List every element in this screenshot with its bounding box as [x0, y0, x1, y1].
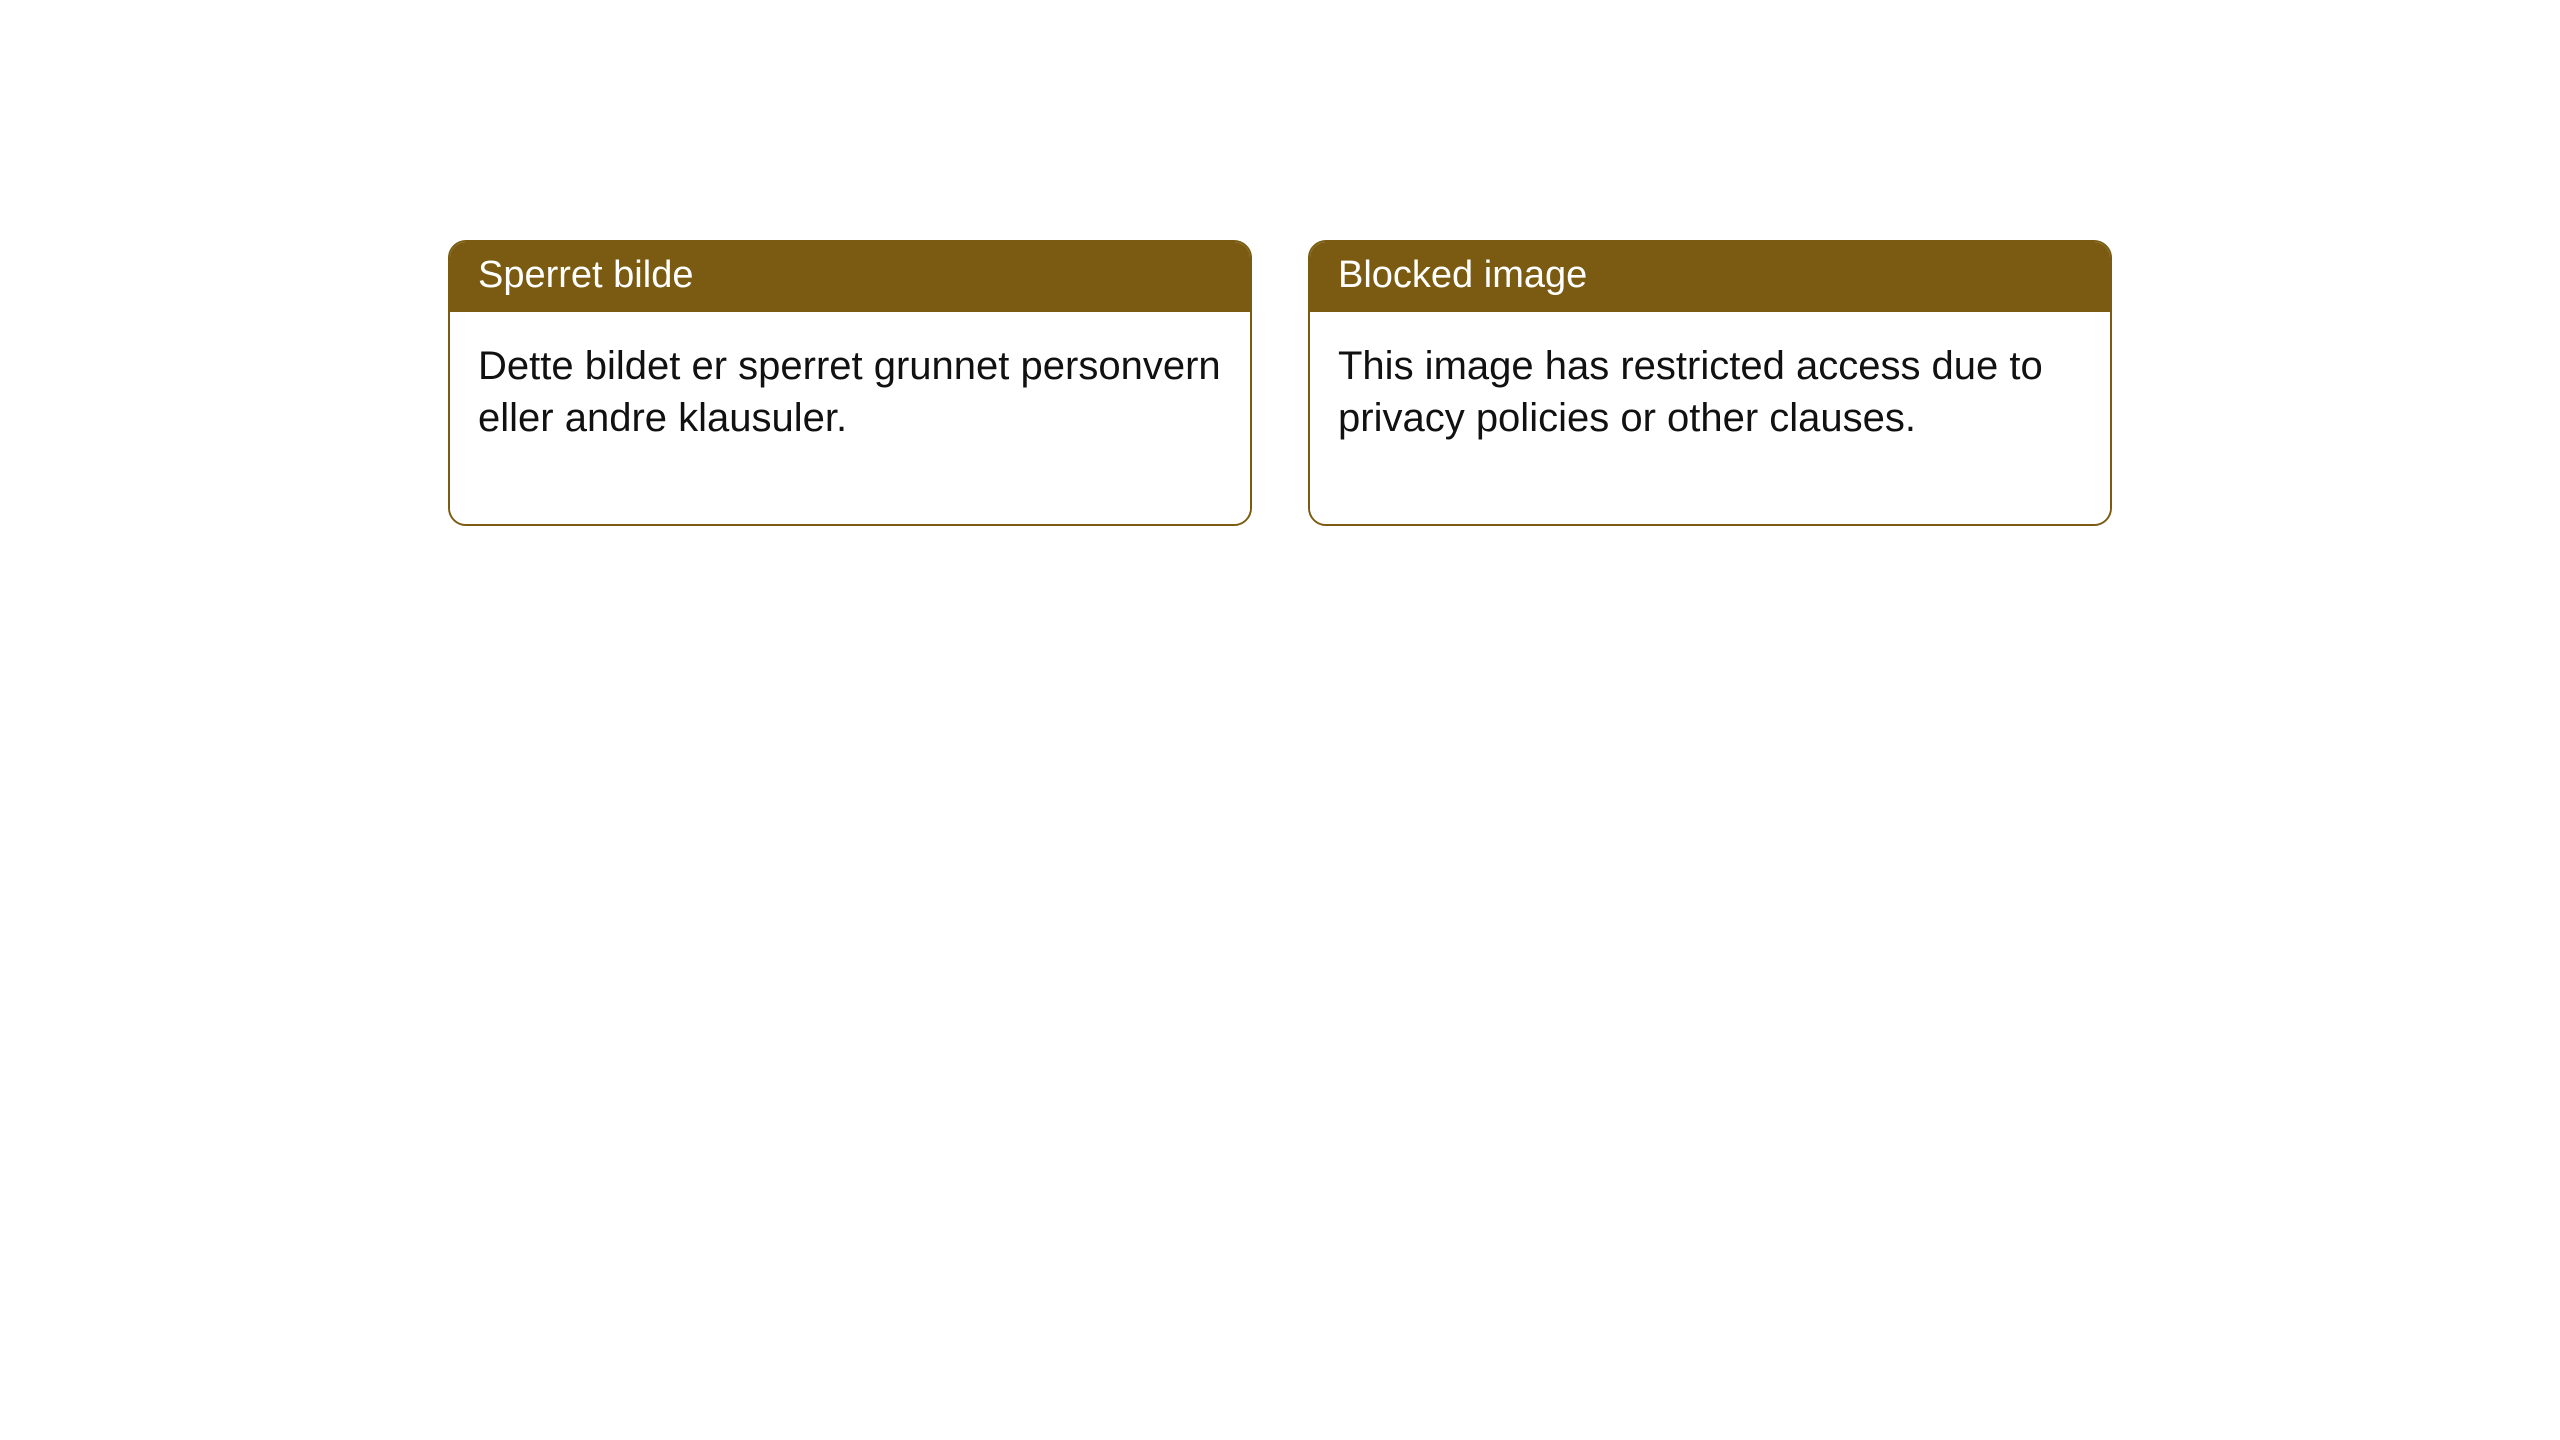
notice-body-norwegian: Dette bildet er sperret grunnet personve…	[450, 312, 1250, 524]
notice-card-norwegian: Sperret bilde Dette bildet er sperret gr…	[448, 240, 1252, 526]
notice-card-english: Blocked image This image has restricted …	[1308, 240, 2112, 526]
blocked-image-notices: Sperret bilde Dette bildet er sperret gr…	[0, 0, 2560, 526]
notice-header-norwegian: Sperret bilde	[450, 242, 1250, 312]
notice-header-english: Blocked image	[1310, 242, 2110, 312]
notice-body-english: This image has restricted access due to …	[1310, 312, 2110, 524]
